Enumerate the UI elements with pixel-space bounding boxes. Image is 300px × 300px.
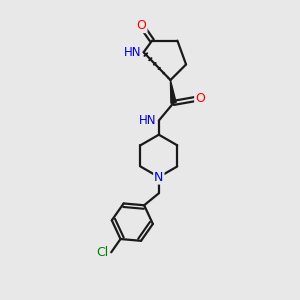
Polygon shape xyxy=(170,80,176,103)
Text: O: O xyxy=(195,92,205,105)
Text: N: N xyxy=(154,171,164,184)
Text: HN: HN xyxy=(138,114,156,127)
Text: HN: HN xyxy=(124,46,141,59)
Text: Cl: Cl xyxy=(96,246,108,259)
Text: O: O xyxy=(136,19,146,32)
